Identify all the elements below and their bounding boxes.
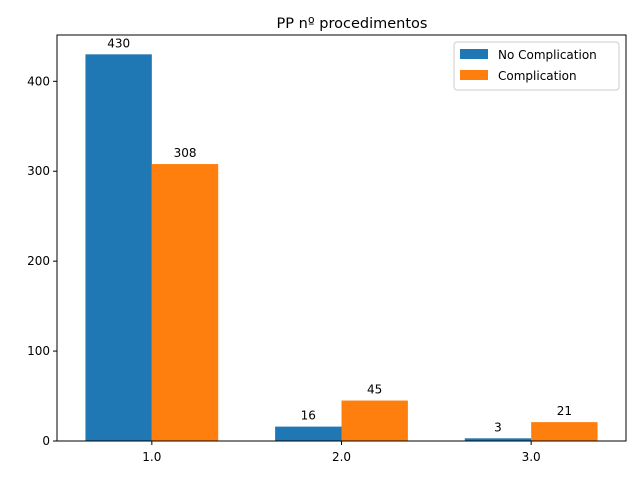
y-tick-label: 200 <box>27 254 50 268</box>
x-tick-label: 3.0 <box>522 450 541 464</box>
plot-frame <box>56 34 627 442</box>
legend-swatch <box>460 70 488 80</box>
y-axis: 0 100 200 300 400 <box>27 74 57 448</box>
legend: No Complication Complication <box>453 41 620 91</box>
data-label: 3 <box>494 420 502 434</box>
x-tick-label: 2.0 <box>332 450 351 464</box>
data-label: 308 <box>174 146 197 160</box>
bar-complication-1 <box>341 400 408 441</box>
legend-box <box>453 41 620 91</box>
legend-label: Complication <box>498 69 577 83</box>
bar-no-complication-1 <box>275 426 342 441</box>
y-tick-label: 400 <box>27 74 50 88</box>
x-tick-label: 1.0 <box>142 450 161 464</box>
bar-no-complication-2 <box>464 438 532 441</box>
bar-no-complication-0 <box>85 54 152 441</box>
bar-complication-0 <box>151 164 219 441</box>
data-label: 16 <box>301 409 316 423</box>
data-label: 45 <box>367 383 382 397</box>
legend-swatch <box>460 49 488 59</box>
plot-area: 430 16 3 308 45 21 <box>85 36 598 441</box>
legend-label: No Complication <box>498 48 597 62</box>
chart-title: PP nº procedimentos <box>277 16 428 32</box>
x-axis: 1.0 2.0 3.0 <box>142 441 541 464</box>
data-label: 430 <box>107 36 130 50</box>
bar-complication-2 <box>531 422 598 441</box>
y-tick-label: 300 <box>27 164 50 178</box>
y-tick-label: 100 <box>27 344 50 358</box>
data-label: 21 <box>557 404 572 418</box>
y-tick-label: 0 <box>42 434 50 448</box>
